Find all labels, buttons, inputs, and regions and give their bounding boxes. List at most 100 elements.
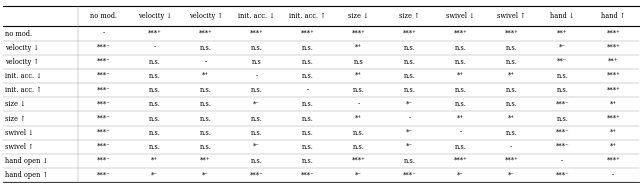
Text: n.s.: n.s. (506, 100, 517, 108)
Text: ***⁻: ***⁻ (97, 72, 110, 80)
Text: ***⁻: ***⁻ (556, 171, 569, 179)
Text: n.s.: n.s. (301, 129, 314, 137)
Text: n.s.: n.s. (200, 100, 211, 108)
Text: n.s.: n.s. (403, 86, 415, 94)
Text: init. acc. ↓: init. acc. ↓ (238, 12, 275, 20)
Text: *⁺: *⁺ (508, 72, 515, 80)
Text: -: - (154, 44, 156, 52)
Text: velocity ↑: velocity ↑ (5, 58, 39, 66)
Text: n.s.: n.s. (556, 115, 568, 123)
Text: n.s.: n.s. (301, 115, 314, 123)
Text: n.s.: n.s. (301, 58, 314, 66)
Text: n.s.: n.s. (148, 86, 161, 94)
Text: ***⁻: ***⁻ (97, 115, 110, 123)
Text: n.s.: n.s. (250, 115, 262, 123)
Text: size ↑: size ↑ (5, 115, 26, 123)
Text: no mod.: no mod. (90, 12, 117, 20)
Text: n.s.: n.s. (250, 157, 262, 165)
Text: n.s.: n.s. (506, 129, 517, 137)
Text: -: - (102, 30, 105, 38)
Text: n.s.: n.s. (403, 72, 415, 80)
Text: ***⁻: ***⁻ (97, 143, 110, 151)
Text: ***⁺: ***⁺ (351, 157, 365, 165)
Text: size ↓: size ↓ (5, 100, 26, 108)
Text: -: - (510, 143, 513, 151)
Text: *⁺: *⁺ (457, 72, 464, 80)
Text: *⁻: *⁻ (202, 171, 209, 179)
Text: swivel ↑: swivel ↑ (5, 143, 34, 151)
Text: ***⁺: ***⁺ (606, 30, 620, 38)
Text: n.s.: n.s. (301, 157, 314, 165)
Text: n.s.: n.s. (556, 86, 568, 94)
Text: -: - (204, 58, 207, 66)
Text: *⁺: *⁺ (508, 115, 515, 123)
Text: *⁺: *⁺ (355, 44, 362, 52)
Text: n.s.: n.s. (200, 44, 211, 52)
Text: -: - (612, 171, 614, 179)
Text: ***⁻: ***⁻ (97, 86, 110, 94)
Text: ***⁺: ***⁺ (606, 86, 620, 94)
Text: velocity ↓: velocity ↓ (5, 44, 39, 52)
Text: *⁺: *⁺ (355, 115, 362, 123)
Text: ***⁻: ***⁻ (301, 171, 314, 179)
Text: *⁻: *⁻ (253, 143, 260, 151)
Text: -: - (408, 115, 410, 123)
Text: ***⁺: ***⁺ (606, 157, 620, 165)
Text: *⁺: *⁺ (202, 72, 209, 80)
Text: n.s.: n.s. (454, 143, 467, 151)
Text: ***⁺: ***⁺ (504, 30, 518, 38)
Text: **⁺: **⁺ (557, 30, 568, 38)
Text: *⁺: *⁺ (151, 157, 158, 165)
Text: n.s.: n.s. (454, 100, 467, 108)
Text: -: - (307, 86, 308, 94)
Text: n.s.: n.s. (301, 72, 314, 80)
Text: velocity ↑: velocity ↑ (189, 12, 223, 20)
Text: ***⁺: ***⁺ (606, 115, 620, 123)
Text: swivel ↓: swivel ↓ (5, 129, 34, 137)
Text: ***⁻: ***⁻ (97, 157, 110, 165)
Text: **⁺: **⁺ (608, 58, 618, 66)
Text: *⁻: *⁻ (406, 100, 413, 108)
Text: n.s.: n.s. (454, 58, 467, 66)
Text: *⁺: *⁺ (610, 143, 617, 151)
Text: n.s.: n.s. (200, 143, 211, 151)
Text: n.s.: n.s. (148, 72, 161, 80)
Text: ***⁺: ***⁺ (504, 157, 518, 165)
Text: n.s.: n.s. (506, 86, 517, 94)
Text: n.s.: n.s. (301, 100, 314, 108)
Text: n.s: n.s (353, 58, 364, 66)
Text: ***⁻: ***⁻ (403, 171, 416, 179)
Text: n.s.: n.s. (250, 86, 262, 94)
Text: n.s.: n.s. (148, 58, 161, 66)
Text: -: - (460, 129, 461, 137)
Text: ***⁻: ***⁻ (97, 44, 110, 52)
Text: ***⁻: ***⁻ (97, 171, 110, 179)
Text: n.s.: n.s. (250, 44, 262, 52)
Text: hand open ↓: hand open ↓ (5, 157, 48, 165)
Text: n.s.: n.s. (200, 86, 211, 94)
Text: *⁻: *⁻ (559, 44, 566, 52)
Text: ***⁺: ***⁺ (454, 157, 467, 165)
Text: ***⁺: ***⁺ (351, 30, 365, 38)
Text: n.s.: n.s. (506, 58, 517, 66)
Text: **⁺: **⁺ (200, 157, 211, 165)
Text: swivel ↓: swivel ↓ (446, 12, 475, 20)
Text: n.s.: n.s. (148, 129, 161, 137)
Text: ***⁻: ***⁻ (556, 100, 569, 108)
Text: *⁻: *⁻ (151, 171, 158, 179)
Text: n.s.: n.s. (301, 44, 314, 52)
Text: **⁻: **⁻ (557, 58, 568, 66)
Text: *⁻: *⁻ (355, 171, 362, 179)
Text: *⁺: *⁺ (610, 100, 617, 108)
Text: *⁻: *⁻ (508, 171, 515, 179)
Text: ***⁺: ***⁺ (403, 30, 416, 38)
Text: *⁻: *⁻ (253, 100, 260, 108)
Text: ***⁻: ***⁻ (97, 100, 110, 108)
Text: n.s.: n.s. (353, 143, 364, 151)
Text: ***⁺: ***⁺ (606, 44, 620, 52)
Text: -: - (357, 100, 360, 108)
Text: velocity ↓: velocity ↓ (138, 12, 172, 20)
Text: n.s.: n.s. (250, 129, 262, 137)
Text: n.s.: n.s. (454, 86, 467, 94)
Text: n.s.: n.s. (148, 100, 161, 108)
